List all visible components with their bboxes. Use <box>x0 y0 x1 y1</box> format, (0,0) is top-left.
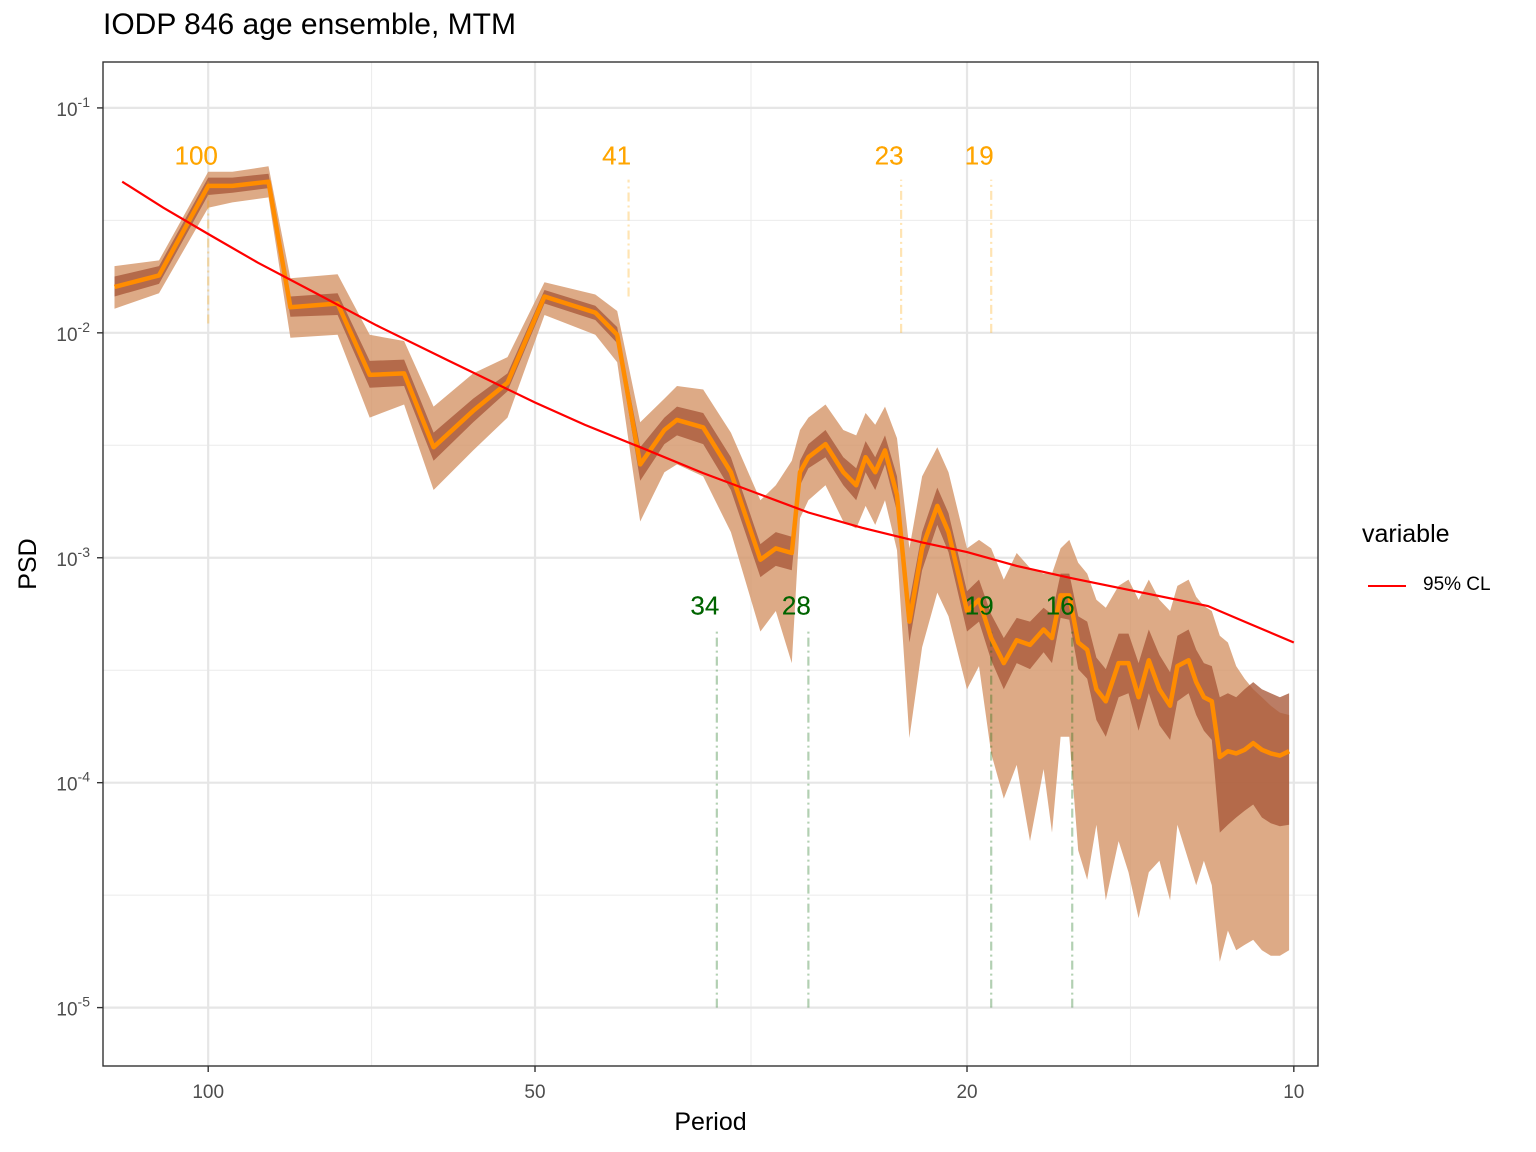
x-tick-label: 10 <box>1283 1082 1304 1103</box>
panel-border <box>102 61 1319 1067</box>
cl-95-line <box>121 180 1295 644</box>
legend-title: variable <box>1362 520 1450 548</box>
chart-title: IODP 846 age ensemble, MTM <box>103 8 516 41</box>
bottom-period-label-front: 16 <box>1046 590 1075 620</box>
x-tick-label: 100 <box>192 1082 224 1103</box>
top-period-label: 41 <box>602 141 631 171</box>
axes: 10-1 10-2 10-3 10-4 10-5 100 50 20 10 Period PSD <box>14 61 1319 1136</box>
y-tick-label: 10-3 <box>56 544 90 571</box>
top-period-label-front: 41 <box>602 141 631 171</box>
top-period-label-front: 23 <box>875 141 904 171</box>
x-tick-label: 50 <box>524 1082 545 1103</box>
bottom-period-label-front: 34 <box>690 590 719 620</box>
x-axis-label: Period <box>674 1108 746 1136</box>
y-tick-label: 10-1 <box>56 94 90 121</box>
top-period-label-front: 19 <box>965 141 994 171</box>
legend-label: 95% CL <box>1423 574 1491 595</box>
period-annotations: 100 41 23 19 34 28 19 16 <box>175 141 1075 1008</box>
series-lines: 100 41 23 19 34 28 19 16 <box>113 141 1295 760</box>
inner-confidence-band <box>114 173 1290 833</box>
bottom-period-label-front: 28 <box>782 590 811 620</box>
plot-panel <box>103 62 1318 1066</box>
legend-item-95-cl: 95% CL <box>1366 574 1526 598</box>
top-period-label: 100 <box>175 141 218 171</box>
confidence-bands <box>114 166 1290 962</box>
y-tick-label: 10-4 <box>56 769 90 796</box>
top-period-label-front: 100 <box>175 141 218 171</box>
grid <box>103 62 1318 1066</box>
outer-confidence-band <box>114 166 1290 962</box>
bottom-period-label: 34 <box>690 590 719 620</box>
top-period-label: 19 <box>965 141 994 171</box>
y-tick-label: 10-5 <box>56 994 90 1021</box>
legend-key-line <box>1368 585 1406 587</box>
bottom-period-label-front: 19 <box>965 590 994 620</box>
y-axis-label: PSD <box>14 538 42 589</box>
top-period-label: 23 <box>875 141 904 171</box>
y-tick-label: 10-2 <box>56 319 90 346</box>
median-psd-line <box>113 179 1291 760</box>
x-tick-label: 20 <box>956 1082 977 1103</box>
bottom-period-label: 28 <box>782 590 811 620</box>
